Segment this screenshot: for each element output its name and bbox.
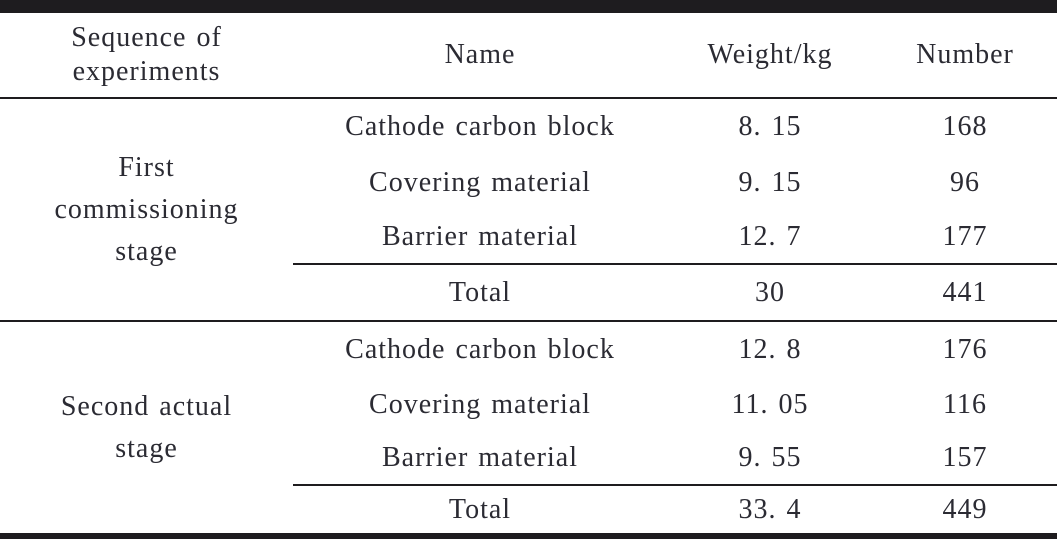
total-weight: 30 xyxy=(667,263,873,322)
material-number: 176 xyxy=(942,333,988,365)
material-name: Barrier material xyxy=(381,220,578,252)
column-header-name: Name xyxy=(293,6,667,99)
table-row: Barrier material 9. 55 157 xyxy=(0,432,1057,485)
column-header-sequence: Sequence of experiments xyxy=(0,6,293,99)
material-weight: 8. 15 xyxy=(738,111,802,142)
total-row: Total 30 441 xyxy=(0,263,1057,322)
stage-label-line: Second actual xyxy=(60,390,233,422)
header-row: Sequence of experiments Name Weight/kg N… xyxy=(0,6,1057,99)
total-weight: 33. 4 xyxy=(667,484,873,539)
material-weight: 11. 05 xyxy=(731,388,809,420)
material-number: 157 xyxy=(942,442,988,473)
table-row: First commissioning stage Cathode carbon… xyxy=(0,98,1057,322)
table-row: Covering material 11. 05 116 xyxy=(0,377,1057,432)
stage-label-line: commissioning xyxy=(54,193,239,225)
material-number: 96 xyxy=(950,166,980,198)
material-weight: 9. 15 xyxy=(738,166,802,198)
material-name: Cathode carbon block xyxy=(345,111,615,142)
table-row: Barrier material 12. 7 177 xyxy=(0,210,1057,264)
column-header-number: Number xyxy=(873,6,1057,99)
total-number: 441 xyxy=(873,263,1057,322)
stage-group-first: First commissioning stage Cathode carbon… xyxy=(0,98,1057,322)
material-name: Barrier material xyxy=(381,442,578,473)
column-header-sequence-line2: experiments xyxy=(72,56,221,87)
stage-group-second: Second actual stage Cathode carbon block… xyxy=(0,321,1057,539)
material-name: Cathode carbon block xyxy=(345,333,615,365)
material-weight: 12. 7 xyxy=(738,220,802,252)
total-row: Total 33. 4 449 xyxy=(0,484,1057,539)
material-number: 116 xyxy=(943,388,987,420)
table-row: Covering material 9. 15 96 xyxy=(0,155,1057,210)
stage-label-second: Second actual stage xyxy=(0,321,293,539)
total-number: 449 xyxy=(873,484,1057,539)
stage-label-first: First commissioning stage xyxy=(0,98,293,322)
stage-label-line: First xyxy=(118,151,175,183)
column-header-sequence-line1: Sequence of xyxy=(71,22,222,53)
table-row: Second actual stage Cathode carbon block… xyxy=(0,321,1057,464)
stage-label-line: stage xyxy=(115,432,178,464)
material-number: 168 xyxy=(942,111,988,142)
column-header-weight: Weight/kg xyxy=(667,6,873,99)
material-name: Covering material xyxy=(369,166,591,198)
material-weight: 12. 8 xyxy=(738,333,802,365)
material-weight: 9. 55 xyxy=(738,442,802,473)
material-name: Covering material xyxy=(369,388,591,420)
stage-label-line: stage xyxy=(115,235,178,267)
total-label: Total xyxy=(293,263,667,322)
total-label: Total xyxy=(293,484,667,539)
material-number: 177 xyxy=(942,220,988,252)
